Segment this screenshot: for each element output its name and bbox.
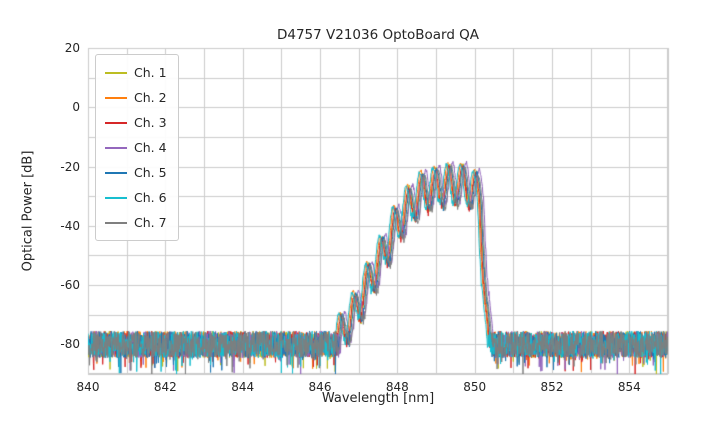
legend-line-swatch xyxy=(105,71,127,74)
legend: Ch. 1 Ch. 2 Ch. 3 Ch. 4 Ch. 5 Ch. 6 Ch. 7 xyxy=(95,54,179,241)
legend-line-swatch xyxy=(105,171,127,174)
legend-label: Ch. 2 xyxy=(134,90,167,105)
legend-entry: Ch. 2 xyxy=(105,85,167,110)
y-tick-label: -20 xyxy=(60,159,80,174)
x-tick-label: 848 xyxy=(385,380,409,394)
legend-entry: Ch. 6 xyxy=(105,185,167,210)
x-tick-label: 842 xyxy=(153,380,177,394)
legend-entry: Ch. 4 xyxy=(105,135,167,160)
y-tick-label: 0 xyxy=(72,100,80,115)
x-tick-label: 854 xyxy=(617,380,641,394)
y-tick-label: -60 xyxy=(60,278,80,293)
chart-title: D4757 V21036 OptoBoard QA xyxy=(276,27,480,43)
legend-entry: Ch. 7 xyxy=(105,210,167,235)
legend-label: Ch. 7 xyxy=(134,215,167,230)
legend-line-swatch xyxy=(105,96,127,99)
y-tick-label: -40 xyxy=(60,218,80,233)
legend-line-swatch xyxy=(105,221,127,224)
legend-entry: Ch. 5 xyxy=(105,160,167,185)
x-tick-label: 850 xyxy=(463,380,487,394)
x-tick-label: 846 xyxy=(308,380,332,394)
legend-line-swatch xyxy=(105,121,127,124)
legend-entry: Ch. 1 xyxy=(105,60,167,85)
legend-label: Ch. 4 xyxy=(134,140,167,155)
y-tick-label: 20 xyxy=(64,41,80,55)
x-tick-label: 844 xyxy=(231,380,255,394)
legend-label: Ch. 3 xyxy=(134,115,167,130)
legend-label: Ch. 6 xyxy=(134,190,167,205)
x-tick-label: 852 xyxy=(540,380,564,394)
legend-label: Ch. 1 xyxy=(134,65,167,80)
y-tick-label: -80 xyxy=(60,337,80,352)
legend-line-swatch xyxy=(105,146,127,149)
legend-label: Ch. 5 xyxy=(134,165,167,180)
x-tick-label: 840 xyxy=(76,380,100,394)
legend-line-swatch xyxy=(105,196,127,199)
x-axis-label: Wavelength [nm] xyxy=(321,391,435,406)
legend-entry: Ch. 3 xyxy=(105,110,167,135)
